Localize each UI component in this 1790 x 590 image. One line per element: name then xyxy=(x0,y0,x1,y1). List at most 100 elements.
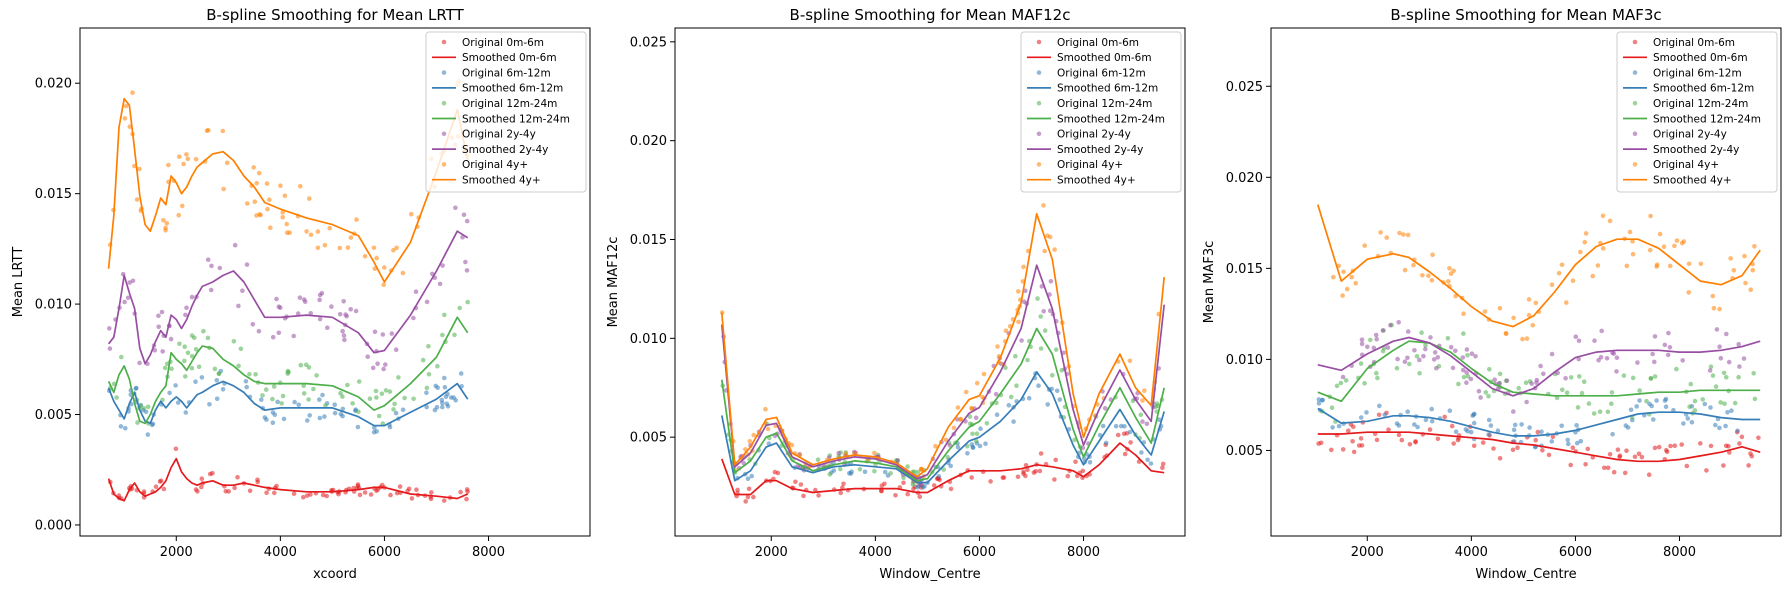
data-point xyxy=(329,304,334,309)
data-point xyxy=(1429,406,1434,412)
data-point xyxy=(167,390,172,396)
data-point xyxy=(1464,380,1469,386)
data-point xyxy=(393,410,399,416)
data-point xyxy=(1368,337,1373,343)
data-point xyxy=(441,498,447,503)
data-point xyxy=(1053,457,1058,463)
data-point xyxy=(409,211,414,217)
data-point xyxy=(380,332,386,337)
smoothed-line-2y-4y xyxy=(720,264,1166,480)
data-point xyxy=(391,247,396,253)
data-point xyxy=(184,305,189,311)
data-point xyxy=(122,116,128,121)
data-point xyxy=(1402,359,1408,365)
data-point xyxy=(1497,371,1503,377)
data-point xyxy=(1617,453,1623,459)
legend-marker xyxy=(1036,162,1042,167)
data-point xyxy=(252,199,258,204)
data-point xyxy=(1637,388,1642,393)
data-point xyxy=(852,450,857,456)
data-point xyxy=(1016,289,1021,294)
scatter-series-2y-4y xyxy=(1340,320,1747,414)
data-point xyxy=(1431,357,1437,362)
data-point xyxy=(1574,440,1580,446)
chart-title: B-spline Smoothing for Mean MAF3c xyxy=(1390,6,1661,24)
data-point xyxy=(1546,452,1552,458)
x-tick-label: 2000 xyxy=(1351,545,1384,560)
y-tick-label: 0.005 xyxy=(630,431,667,446)
data-point xyxy=(1471,412,1476,417)
data-point xyxy=(1524,399,1529,405)
data-point xyxy=(337,311,343,317)
data-point xyxy=(1371,345,1377,351)
data-point xyxy=(1512,422,1518,428)
data-point xyxy=(414,487,419,493)
data-point xyxy=(1674,238,1680,243)
data-point xyxy=(236,363,241,369)
data-point xyxy=(872,468,877,474)
data-point xyxy=(245,201,250,206)
data-point xyxy=(164,221,170,226)
data-point xyxy=(1340,293,1345,298)
data-point xyxy=(276,304,282,310)
data-point xyxy=(1405,409,1410,415)
data-point xyxy=(325,325,330,331)
data-point xyxy=(298,362,304,368)
data-point xyxy=(365,354,371,360)
data-point xyxy=(254,181,259,186)
data-point xyxy=(315,229,321,234)
data-point xyxy=(936,474,942,479)
data-point xyxy=(1563,376,1568,381)
data-point xyxy=(1011,419,1016,424)
data-point xyxy=(442,312,447,318)
data-point xyxy=(332,402,338,408)
data-point xyxy=(207,402,212,407)
data-point xyxy=(362,490,368,495)
data-point xyxy=(1725,410,1730,415)
data-point xyxy=(1122,451,1128,457)
data-point xyxy=(297,295,303,301)
data-point xyxy=(1559,423,1564,429)
data-point xyxy=(1469,351,1475,357)
data-point xyxy=(1492,377,1497,383)
data-point xyxy=(1515,445,1520,451)
data-point xyxy=(912,469,917,475)
data-point xyxy=(1139,450,1144,455)
data-point xyxy=(1700,397,1705,402)
data-point xyxy=(1739,434,1745,440)
legend-label: Smoothed 0m-6m xyxy=(462,52,557,64)
data-point xyxy=(1727,450,1732,455)
data-point xyxy=(356,409,361,415)
data-point xyxy=(775,470,781,476)
data-point xyxy=(1006,403,1012,408)
data-point xyxy=(394,490,400,496)
data-point xyxy=(1048,279,1054,284)
legend-label: Original 0m-6m xyxy=(1653,37,1735,49)
data-point xyxy=(1423,417,1429,423)
data-point xyxy=(280,210,286,215)
data-point xyxy=(338,411,344,417)
smoothed-line-0m-6m xyxy=(721,442,1165,496)
data-point xyxy=(1054,388,1060,394)
data-point xyxy=(1460,355,1466,360)
data-point xyxy=(1423,343,1428,348)
data-point xyxy=(1365,344,1370,350)
data-point xyxy=(279,401,285,406)
data-point xyxy=(1595,263,1601,268)
data-point xyxy=(1646,472,1652,478)
data-point xyxy=(433,383,439,389)
data-point xyxy=(965,451,970,456)
data-point xyxy=(1375,375,1380,381)
data-point xyxy=(1570,278,1576,284)
data-point xyxy=(1414,354,1420,359)
data-point xyxy=(284,221,290,227)
data-point xyxy=(1511,409,1516,414)
data-point xyxy=(145,404,151,410)
data-point xyxy=(1015,474,1021,480)
data-point xyxy=(1533,300,1539,306)
data-point xyxy=(1698,261,1704,267)
data-point xyxy=(1648,213,1653,219)
data-point xyxy=(1688,381,1694,387)
data-point xyxy=(275,399,280,405)
data-point xyxy=(1495,428,1501,434)
